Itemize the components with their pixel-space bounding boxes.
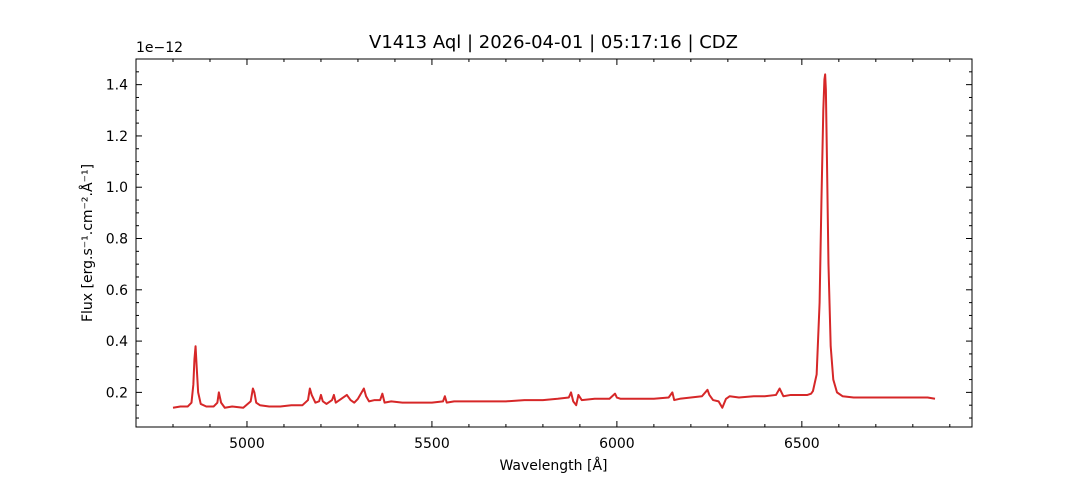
y-axis: 0.2 0.4 0.6 0.8 1.0 1.2 1.4 [106,71,972,419]
x-tick-label: 6000 [599,436,635,452]
y-tick-label: 0.8 [106,232,128,248]
y-axis-label: Flux [erg.s⁻¹.cm⁻².Å⁻¹] [79,164,96,322]
chart-title: V1413 Aql | 2026-04-01 | 05:17:16 | CDZ [369,32,738,53]
x-axis-label: Wavelength [Å] [499,457,607,474]
y-tick-label: 0.2 [106,385,128,401]
y-tick-label: 1.0 [106,180,128,196]
y-tick-label: 1.4 [106,78,128,94]
plot-frame [135,58,973,428]
y-tick-label: 1.2 [106,129,128,145]
x-tick-label: 6500 [784,436,820,452]
y-offset-label: 1e−12 [136,40,183,56]
series-line-0 [172,73,936,409]
plot-area [172,73,936,409]
y-tick-label: 0.4 [106,334,128,350]
x-tick-label: 5000 [229,436,265,452]
y-tick-label: 0.6 [106,283,128,299]
x-tick-label: 5500 [414,436,450,452]
